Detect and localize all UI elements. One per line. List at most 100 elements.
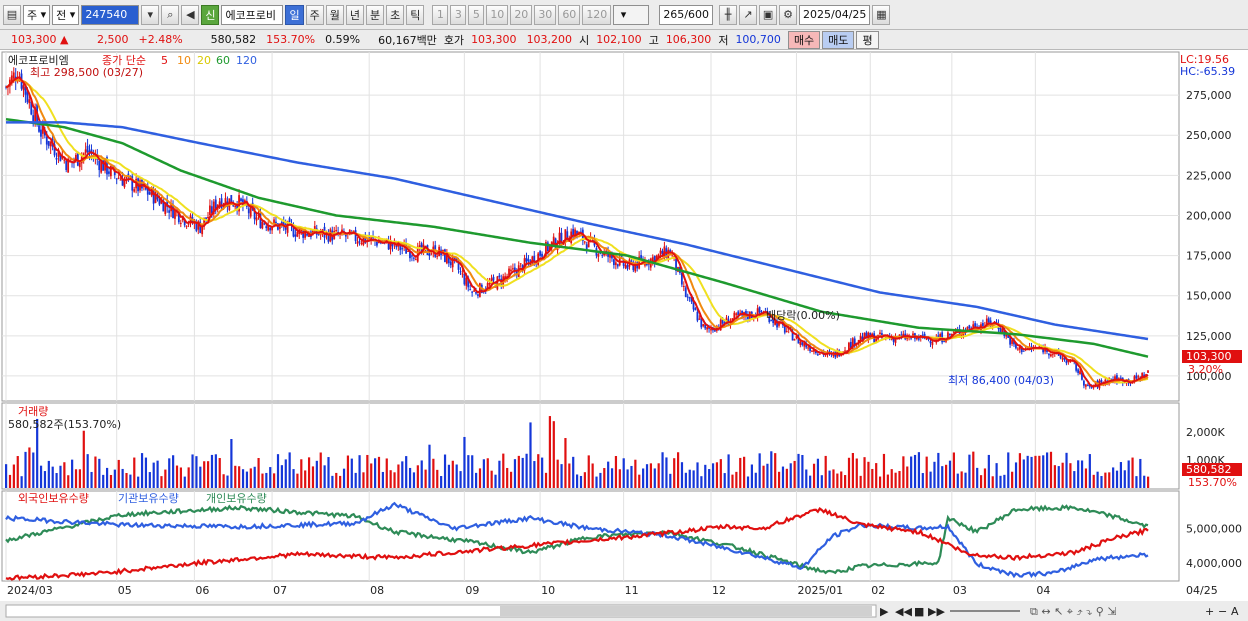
volume-title: 거래량 <box>18 405 48 418</box>
x-tick-label: 03 <box>953 584 967 597</box>
legend-stock-name: 에코프로비엠 <box>8 54 69 67</box>
chart-menu-icon[interactable]: ▤ <box>3 4 21 25</box>
buy-button[interactable]: 매수 <box>787 30 821 49</box>
speaker-icon[interactable]: ◀ <box>181 4 200 25</box>
volume-bar <box>432 458 435 488</box>
gear-icon[interactable]: ⚙ <box>779 4 798 25</box>
new-badge[interactable]: 신 <box>201 4 220 25</box>
minute-custom-select[interactable]: ▾ <box>613 4 650 25</box>
low-annotation: 최저 86,400 (04/03) <box>948 374 1054 387</box>
minute-30-button[interactable]: 30 <box>534 4 557 25</box>
period-day-button[interactable]: 일 <box>285 4 304 25</box>
fast-forward-icon[interactable]: ▶▶ <box>928 605 945 618</box>
candle-body <box>929 341 932 344</box>
period-second-button[interactable]: 초 <box>386 4 405 25</box>
calendar-icon[interactable]: ▦ <box>872 4 891 25</box>
period-month-button[interactable]: 월 <box>325 4 344 25</box>
volume-bar <box>583 472 586 488</box>
candle-body <box>265 226 268 229</box>
volume-bar <box>16 456 19 488</box>
volume-bar <box>32 452 35 488</box>
volume-bar <box>273 473 276 488</box>
volume-bar <box>921 473 924 488</box>
period-select[interactable]: 주 ▾ <box>23 4 51 25</box>
volume-bar <box>692 470 695 488</box>
volume-bar <box>568 463 571 488</box>
zoom-in-icon[interactable]: + <box>1205 605 1214 618</box>
volume-bar <box>241 469 245 488</box>
volume-bar <box>82 430 85 488</box>
candle-type-icon[interactable]: ╫ <box>719 4 738 25</box>
zoom-out-icon[interactable]: − <box>1218 605 1227 618</box>
volume-bar <box>156 460 159 488</box>
minute-10-button[interactable]: 10 <box>486 4 509 25</box>
volume-bar <box>210 454 214 488</box>
candle-body <box>296 231 299 237</box>
candle-body <box>550 241 553 247</box>
candle-body <box>768 314 771 323</box>
candle-body <box>917 338 920 340</box>
candle-body <box>519 263 522 265</box>
candle-body <box>558 232 561 245</box>
candle-body <box>704 324 707 329</box>
rewind-icon[interactable]: ◀◀ <box>895 605 912 618</box>
candle-body <box>1005 334 1008 337</box>
price-tick-label: 125,000 <box>1186 330 1232 343</box>
stock-name-field[interactable]: 에코프로비 <box>221 4 284 25</box>
candle-body <box>22 85 25 91</box>
period-year-button[interactable]: 년 <box>345 4 364 25</box>
volume-bar <box>805 469 808 488</box>
stop-icon[interactable]: ■ <box>914 605 924 618</box>
current-volume-pct-label: 153.70% <box>1188 476 1237 489</box>
candle-body <box>1081 372 1083 380</box>
candle-body <box>98 160 101 171</box>
minute-5-button[interactable]: 5 <box>468 4 485 25</box>
volume-bar <box>440 476 443 488</box>
volume-bar <box>451 460 454 488</box>
volume-bar <box>1065 452 1068 488</box>
save-icon[interactable]: ▣ <box>759 4 778 25</box>
zoom-slider[interactable] <box>950 610 1020 612</box>
price-info-bar: 103,300 ▲ 2,500 +2.48% 580,582 153.70% 0… <box>0 30 1248 50</box>
scroll-right-icon[interactable]: ▶ <box>880 605 889 618</box>
sell-button[interactable]: 매도 <box>822 30 855 49</box>
stock-code-input[interactable]: 247540 <box>81 4 140 25</box>
volume-bar <box>867 461 870 488</box>
search-icon[interactable]: ⌕ <box>161 4 180 25</box>
volume-bar <box>385 458 388 488</box>
period-week-button[interactable]: 주 <box>305 4 324 25</box>
current-price-marker <box>1182 350 1242 363</box>
code-dropdown-icon[interactable]: ▾ <box>141 4 160 25</box>
candle-body <box>848 342 850 353</box>
count-field[interactable]: 265/600 <box>659 4 714 25</box>
minute-60-button[interactable]: 60 <box>558 4 581 25</box>
minute-120-button[interactable]: 120 <box>582 4 612 25</box>
stock-chart[interactable]: 275,000 250,000 225,000 200,000 175,000 150,0… <box>0 50 1248 621</box>
volume-bar <box>750 464 753 488</box>
volume-bar <box>603 468 606 488</box>
minute-1-button[interactable]: 1 <box>432 4 449 25</box>
candle-body <box>131 176 134 191</box>
candle-body <box>65 160 68 170</box>
date-field[interactable]: 2025/04/25 <box>799 4 871 25</box>
chart-tools-icons[interactable]: ⧉ ↔ ↖ ⌖ ⤴ ⤵ ⚲ ⇲ <box>1030 605 1117 618</box>
candle-body <box>203 217 206 227</box>
scrollbar-thumb[interactable] <box>500 606 872 616</box>
volume-bar <box>506 467 509 488</box>
candle-body <box>865 332 868 339</box>
minute-20-button[interactable]: 20 <box>510 4 533 25</box>
drawing-tool-icon[interactable]: ↗ <box>739 4 758 25</box>
average-button[interactable]: 평 <box>856 30 879 49</box>
candle-body <box>1022 350 1025 352</box>
volume-bar <box>913 454 917 488</box>
minute-3-button[interactable]: 3 <box>450 4 467 25</box>
chart-kind-select[interactable]: 전 ▾ <box>52 4 80 25</box>
candle-body <box>632 262 635 271</box>
period-tick-button[interactable]: 틱 <box>406 4 425 25</box>
font-size-icon[interactable]: A <box>1231 605 1239 618</box>
candle-body <box>292 227 295 237</box>
candle-body <box>778 321 780 326</box>
candle-body <box>164 202 167 215</box>
period-minute-button[interactable]: 분 <box>365 4 385 25</box>
candle-body <box>696 311 699 321</box>
